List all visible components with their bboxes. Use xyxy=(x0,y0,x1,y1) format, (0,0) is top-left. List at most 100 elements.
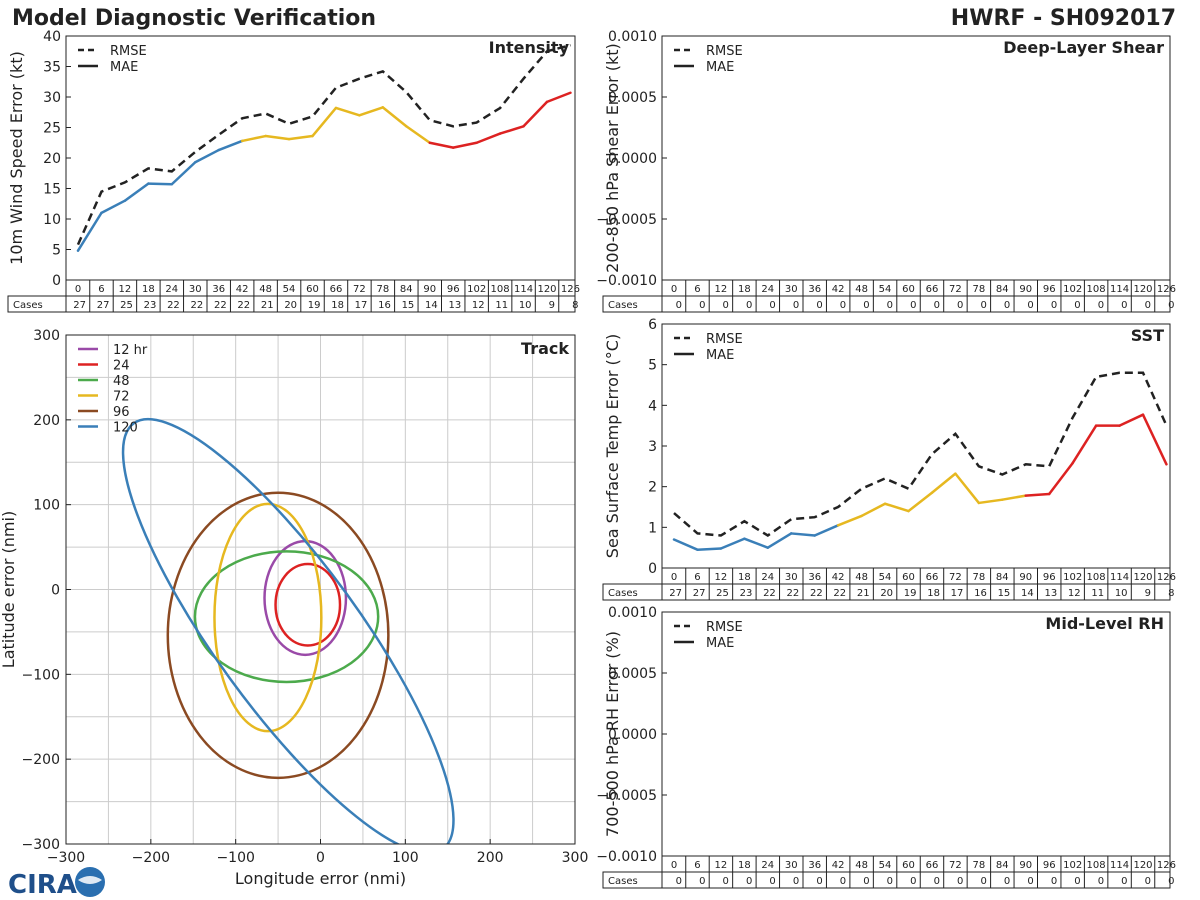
mae-segment xyxy=(428,141,455,149)
mae-segment xyxy=(766,532,793,549)
hour-label: 102 xyxy=(467,284,486,295)
hour-label: 84 xyxy=(996,572,1009,583)
y-tick-label: 200 xyxy=(33,413,60,429)
case-count: 0 xyxy=(793,300,799,311)
legend-mae-label: MAE xyxy=(706,636,734,651)
case-count: 0 xyxy=(1098,300,1104,311)
y-tick-label: 0.0005 xyxy=(608,666,657,682)
y-tick-label: 5 xyxy=(648,358,657,374)
mae-segment xyxy=(123,182,150,202)
hour-label: 66 xyxy=(926,860,939,871)
panel-title: Mid-Level RH xyxy=(1045,614,1164,633)
hour-label: 72 xyxy=(949,860,962,871)
y-tick-label: −300 xyxy=(22,837,60,853)
x-tick-label: 100 xyxy=(392,850,419,866)
hour-label: 24 xyxy=(165,284,178,295)
legend-label: 48 xyxy=(113,374,130,389)
case-count: 0 xyxy=(1168,300,1174,311)
hour-label: 54 xyxy=(283,284,296,295)
mae-segment xyxy=(100,199,127,215)
rmse-line xyxy=(673,371,1168,537)
y-tick-label: −0.0010 xyxy=(596,849,657,865)
case-count: 0 xyxy=(1121,300,1127,311)
y-tick-label: 5 xyxy=(52,243,61,259)
case-count: 0 xyxy=(887,300,893,311)
legend-label: 96 xyxy=(113,405,130,420)
hour-label: 72 xyxy=(353,284,366,295)
legend-mae-label: MAE xyxy=(706,348,734,363)
mae-segment xyxy=(1071,424,1098,465)
legend-label: 24 xyxy=(113,359,130,374)
figure-title: Model Diagnostic Verification xyxy=(12,6,376,31)
legend-mae-label: MAE xyxy=(706,60,734,75)
case-count: 10 xyxy=(1115,588,1128,599)
hour-label: 18 xyxy=(142,284,155,295)
y-tick-label: 100 xyxy=(33,498,60,514)
case-count: 0 xyxy=(699,300,705,311)
mae-segment xyxy=(264,134,291,141)
y-tick-label: 2 xyxy=(648,480,657,496)
mae-segment xyxy=(334,106,361,117)
hour-label: 36 xyxy=(808,860,821,871)
case-count: 9 xyxy=(1145,588,1151,599)
hour-label: 48 xyxy=(855,284,868,295)
case-count: 0 xyxy=(887,876,893,887)
case-count: 0 xyxy=(1168,876,1174,887)
mae-segment xyxy=(883,502,910,513)
panel-title: SST xyxy=(1131,326,1164,345)
panel-title: Track xyxy=(521,339,569,358)
case-count: 0 xyxy=(676,300,682,311)
mae-segment xyxy=(719,537,746,550)
case-count: 8 xyxy=(1168,588,1174,599)
case-count: 0 xyxy=(863,300,869,311)
case-count: 0 xyxy=(840,300,846,311)
cases-row xyxy=(602,295,1171,313)
hour-label: 42 xyxy=(832,860,845,871)
plot-frame xyxy=(661,611,1171,857)
case-count: 0 xyxy=(769,876,775,887)
case-count: 12 xyxy=(1068,588,1081,599)
mae-segment xyxy=(1024,492,1051,497)
legend-rmse-label: RMSE xyxy=(706,44,743,59)
y-axis-label: 700-500 hPa RH Error (%) xyxy=(603,631,622,837)
hour-label: 54 xyxy=(879,860,892,871)
y-tick-label: −0.0005 xyxy=(596,788,657,804)
hour-label: 66 xyxy=(926,572,939,583)
case-count: 0 xyxy=(1004,300,1010,311)
y-tick-label: 15 xyxy=(43,182,61,198)
hour-label: 96 xyxy=(1043,572,1056,583)
case-count: 15 xyxy=(402,300,415,311)
x-tick-label: −100 xyxy=(216,850,254,866)
hour-label: 54 xyxy=(879,284,892,295)
mae-segment xyxy=(451,141,478,149)
hour-label: 84 xyxy=(400,284,413,295)
hour-label: 6 xyxy=(694,572,700,583)
x-tick-label: 0 xyxy=(316,850,325,866)
mae-segment xyxy=(930,472,957,495)
case-count: 0 xyxy=(723,300,729,311)
case-count: 8 xyxy=(572,300,578,311)
case-count: 22 xyxy=(191,300,204,311)
case-count: 0 xyxy=(1145,876,1151,887)
cases-label: Cases xyxy=(608,876,638,887)
hour-label: 78 xyxy=(972,860,985,871)
hour-label: 30 xyxy=(189,284,202,295)
mae-segment xyxy=(475,132,502,144)
hour-label: 126 xyxy=(561,284,580,295)
hour-label: 24 xyxy=(761,572,774,583)
hour-label: 108 xyxy=(1087,860,1106,871)
case-count: 22 xyxy=(787,588,800,599)
panel-title: Intensity xyxy=(489,38,570,57)
hour-label: 84 xyxy=(996,860,1009,871)
case-count: 10 xyxy=(519,300,532,311)
case-count: 0 xyxy=(1051,300,1057,311)
hour-label: 6 xyxy=(98,284,104,295)
hour-label: 36 xyxy=(212,284,225,295)
logo-swirl xyxy=(78,876,102,884)
hour-label: 12 xyxy=(119,284,132,295)
case-count: 14 xyxy=(425,300,438,311)
cases-row xyxy=(7,295,576,313)
y-tick-label: −0.0005 xyxy=(596,212,657,228)
